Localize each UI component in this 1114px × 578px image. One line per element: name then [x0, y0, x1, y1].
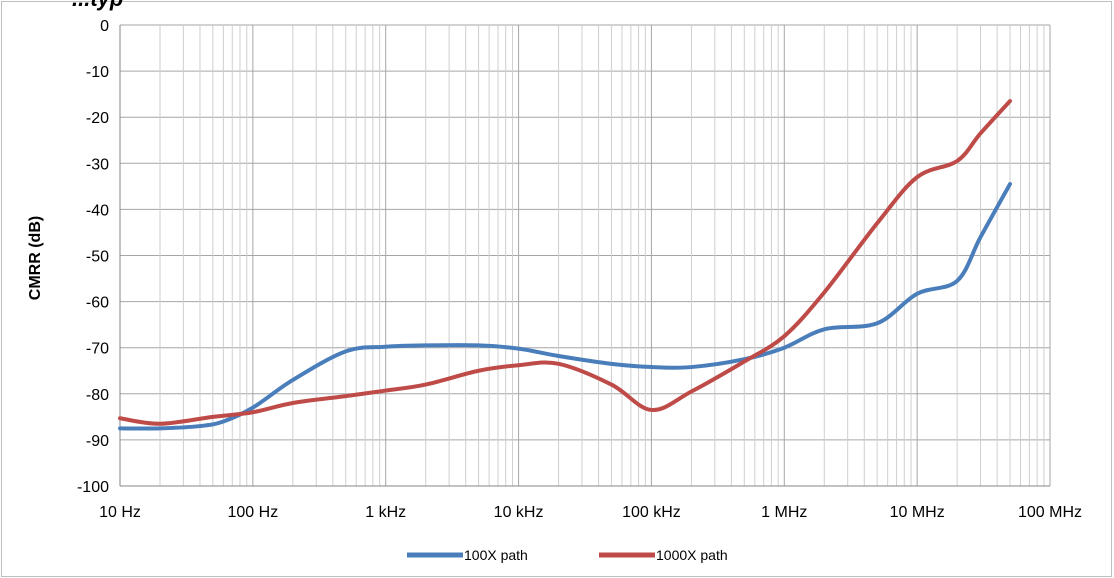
y-tick-label: -30: [86, 156, 109, 173]
y-tick-label: -70: [86, 341, 109, 358]
x-tick-label: 100 kHz: [622, 504, 681, 521]
chart-title: ...typ: [72, 0, 123, 11]
x-tick-label: 10 kHz: [494, 504, 544, 521]
x-tick-label: 10 Hz: [99, 504, 141, 521]
y-tick-label: -80: [86, 387, 109, 404]
y-tick-label: -90: [86, 433, 109, 450]
series-line-2: [118, 99, 1013, 426]
y-axis-title: CMRR (dB): [27, 216, 44, 300]
y-tick-label: -10: [86, 64, 109, 81]
y-axis-ticks: 0 -10 -20 -30 -40 -50 -60 -70 -80 -90 -100: [77, 18, 109, 496]
x-tick-label: 100 MHz: [1018, 504, 1082, 521]
y-tick-label: 0: [100, 18, 109, 35]
y-tick-label: -60: [86, 295, 109, 312]
series-lines: [118, 99, 1013, 431]
legend: 100X path 1000X path: [407, 547, 728, 563]
x-tick-label: 1 kHz: [365, 504, 406, 521]
y-tick-label: -20: [86, 110, 109, 127]
legend-label: 100X path: [464, 547, 528, 563]
legend-label: 1000X path: [656, 547, 728, 563]
x-tick-label: 1 MHz: [761, 504, 807, 521]
x-axis-ticks: 10 Hz 100 Hz 1 kHz 10 kHz 100 kHz 1 MHz 10 MHz…: [99, 504, 1082, 521]
y-tick-label: -40: [86, 202, 109, 219]
x-tick-label: 10 MHz: [890, 504, 945, 521]
y-tick-label: -50: [86, 249, 109, 266]
y-tick-label: -100: [77, 479, 109, 496]
grid: [119, 24, 1051, 487]
x-tick-label: 100 Hz: [228, 504, 279, 521]
